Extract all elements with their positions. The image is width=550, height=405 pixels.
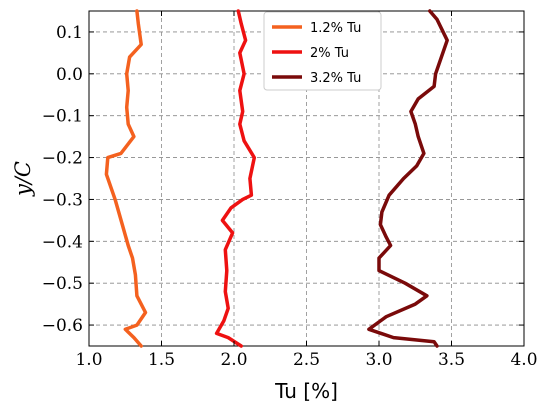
x-tick-label: 2.0: [220, 350, 247, 370]
x-tick-label: 3.0: [365, 350, 392, 370]
tick-labels: 1.0 1.5 2.0 2.5 3.0 3.5 4.0 0.1 0.0 −0.1 −0.2 −0.3 −…: [42, 23, 538, 370]
series-line-1: [104, 9, 148, 348]
y-tick-label: −0.1: [42, 107, 83, 127]
x-tick-label: 1.0: [75, 350, 102, 370]
x-axis-label: Tu [%]: [274, 379, 338, 403]
y-tick-label: 0.1: [56, 23, 83, 43]
legend-label-1-2-tu: 1.2% Tu: [310, 21, 361, 36]
legend-label-2-tu: 2% Tu: [310, 46, 349, 61]
legend-box: [263, 11, 382, 91]
y-axis-label: y/C: [11, 161, 35, 197]
series-group: [104, 9, 449, 348]
x-tick-label: 4.0: [510, 350, 537, 370]
x-tick-label: 3.5: [438, 350, 465, 370]
legend: 1.2% Tu 2% Tu 3.2% Tu: [263, 11, 382, 91]
x-tick-label: 2.5: [293, 350, 320, 370]
legend-label-3-2-tu: 3.2% Tu: [310, 71, 361, 86]
y-tick-label: −0.4: [42, 232, 83, 252]
y-tick-label: −0.2: [42, 149, 83, 169]
series-line-3: [367, 9, 449, 348]
y-tick-label: 0.0: [56, 65, 83, 85]
y-tick-label: −0.3: [42, 190, 83, 210]
y-tick-label: −0.6: [42, 316, 83, 336]
y-tick-label: −0.5: [42, 274, 83, 294]
series-line-2: [214, 9, 257, 348]
x-tick-label: 1.5: [148, 350, 175, 370]
